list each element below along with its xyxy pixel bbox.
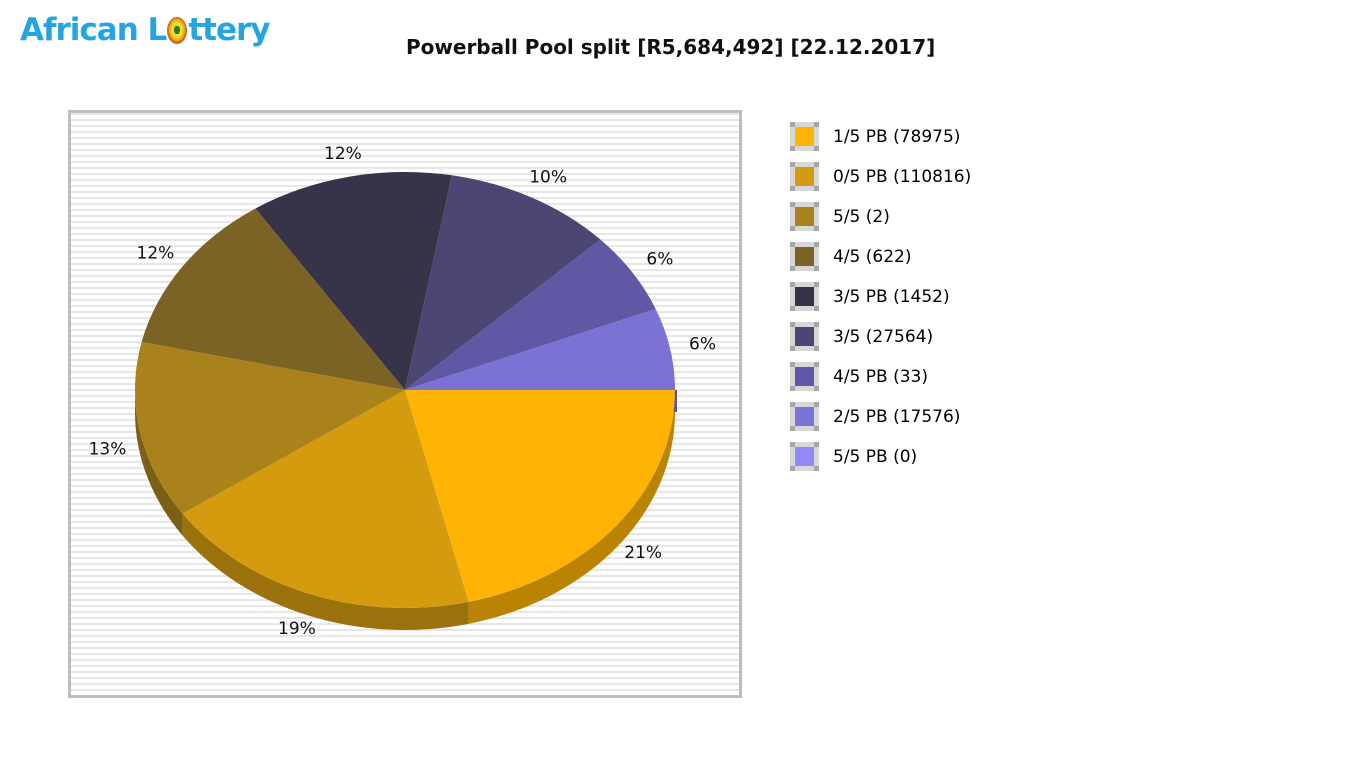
legend-swatch-color [795, 287, 814, 306]
legend-item: 0/5 PB (110816) [790, 162, 971, 191]
pie-percent-label: 12% [324, 144, 362, 164]
pie-percent-label: 19% [278, 619, 316, 639]
chart-plot-area: 21% 19% 13% 12% 12% 10% 6% 6% [68, 110, 742, 698]
pie-chart-svg: 21% 19% 13% 12% 12% 10% 6% 6% [89, 144, 716, 639]
legend-item: 4/5 (622) [790, 242, 971, 271]
pie-percent-label: 21% [624, 543, 662, 563]
legend-item: 5/5 (2) [790, 202, 971, 231]
legend-label: 4/5 PB (33) [833, 366, 928, 387]
logo-text-right: ttery [188, 12, 270, 48]
lottery-ball-icon [167, 17, 188, 44]
legend-swatch [790, 162, 819, 191]
legend-label: 3/5 PB (1452) [833, 286, 950, 307]
pie-percent-label: 6% [646, 250, 673, 270]
legend-swatch [790, 122, 819, 151]
legend-label: 4/5 (622) [833, 246, 912, 267]
legend-swatch-color [795, 247, 814, 266]
pie-chart: 21% 19% 13% 12% 12% 10% 6% 6% [71, 113, 739, 695]
legend-swatch [790, 322, 819, 351]
legend-swatch-color [795, 327, 814, 346]
logo: African L ttery [20, 12, 270, 48]
pie-percent-label: 6% [689, 334, 716, 354]
legend-label: 3/5 (27564) [833, 326, 934, 347]
legend-swatch [790, 402, 819, 431]
pie-percent-label: 12% [137, 243, 175, 263]
legend-item: 2/5 PB (17576) [790, 402, 971, 431]
legend-label: 0/5 PB (110816) [833, 166, 972, 187]
legend-label: 5/5 PB (0) [833, 446, 918, 467]
legend-swatch-color [795, 407, 814, 426]
legend-item: 4/5 PB (33) [790, 362, 971, 391]
legend-swatch [790, 362, 819, 391]
legend-label: 1/5 PB (78975) [833, 126, 961, 147]
legend-swatch [790, 202, 819, 231]
pie-percent-label: 10% [529, 168, 567, 188]
legend-swatch [790, 242, 819, 271]
legend: 1/5 PB (78975) 0/5 PB (110816) 5/5 (2) 4/5 … [790, 122, 971, 482]
legend-item: 3/5 PB (1452) [790, 282, 971, 311]
legend-swatch-color [795, 167, 814, 186]
chart-title: Powerball Pool split [R5,684,492] [22.12… [406, 35, 936, 59]
legend-label: 2/5 PB (17576) [833, 406, 961, 427]
legend-item: 3/5 (27564) [790, 322, 971, 351]
legend-swatch-color [795, 367, 814, 386]
legend-swatch-color [795, 207, 814, 226]
legend-label: 5/5 (2) [833, 206, 890, 227]
legend-swatch-color [795, 127, 814, 146]
logo-text-left: African L [20, 12, 167, 48]
pie-percent-label: 13% [89, 440, 127, 460]
legend-swatch [790, 442, 819, 471]
legend-item: 1/5 PB (78975) [790, 122, 971, 151]
legend-swatch-color [795, 447, 814, 466]
legend-item: 5/5 PB (0) [790, 442, 971, 471]
legend-swatch [790, 282, 819, 311]
